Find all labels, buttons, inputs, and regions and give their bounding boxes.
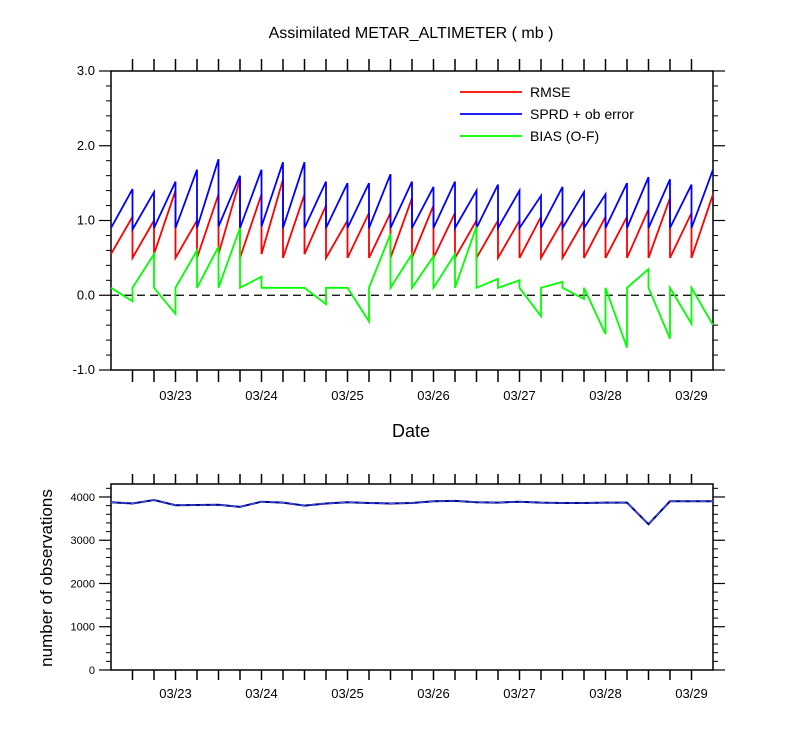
legend-label: BIAS (O-F): [530, 128, 599, 144]
bottom-chart-axes: 03/23 03/24 03/25 03/26 03/27 03/28 03/29 0 1000…: [71, 474, 725, 701]
bottom-y-tick-label: 2000: [71, 578, 95, 590]
bottom-x-tick-label: 03/28: [589, 686, 622, 701]
top-y-tick-label: 0.0: [77, 287, 95, 302]
legend-label: SPRD + ob error: [530, 106, 634, 122]
top-chart-title: Assimilated METAR_ALTIMETER ( mb ): [269, 25, 554, 42]
bottom-y-tick-label: 3000: [71, 535, 95, 547]
observations-used-series-line: [110, 499, 713, 525]
sprd-ob-error-series-line: [110, 158, 714, 233]
bottom-plot-frame: [110, 483, 714, 671]
top-chart-legend: RMSE SPRD + ob error BIAS (O-F): [460, 84, 634, 144]
bottom-y-tick-label: 0: [89, 665, 95, 677]
top-x-tick-label: 03/23: [159, 388, 192, 403]
top-x-tick-label: 03/29: [675, 388, 708, 403]
bias-o-f-series-line: [110, 226, 714, 348]
legend-label: RMSE: [530, 84, 570, 100]
bottom-chart-ylabel: number of observations: [37, 489, 56, 667]
top-x-tick-label: 03/28: [589, 388, 622, 403]
bottom-x-tick-label: 03/23: [159, 686, 192, 701]
top-x-tick-label: 03/24: [245, 388, 278, 403]
top-chart-xlabel: Date: [392, 421, 430, 441]
top-y-tick-label: 2.0: [77, 138, 95, 153]
bottom-y-tick-label: 4000: [71, 492, 95, 504]
bottom-chart-series: [110, 498, 713, 526]
top-chart-axes: 03/23 03/24 03/25 03/26 03/27 03/28 03/29 -1.0 0…: [73, 59, 725, 403]
bottom-x-tick-label: 03/29: [675, 686, 708, 701]
top-x-tick-label: 03/25: [331, 388, 364, 403]
bottom-x-tick-label: 03/26: [417, 686, 450, 701]
top-y-tick-label: 1.0: [77, 213, 95, 228]
top-chart-series: [110, 158, 714, 348]
bottom-x-tick-label: 03/25: [331, 686, 364, 701]
top-x-tick-label: 03/27: [503, 388, 536, 403]
bottom-x-tick-label: 03/27: [503, 686, 536, 701]
top-x-tick-label: 03/26: [417, 388, 450, 403]
top-y-tick-label: -1.0: [73, 362, 95, 377]
bottom-x-tick-label: 03/24: [245, 686, 278, 701]
observations-series-line: [110, 498, 713, 526]
bottom-y-tick-label: 1000: [71, 622, 95, 634]
top-y-tick-label: 3.0: [77, 63, 95, 78]
